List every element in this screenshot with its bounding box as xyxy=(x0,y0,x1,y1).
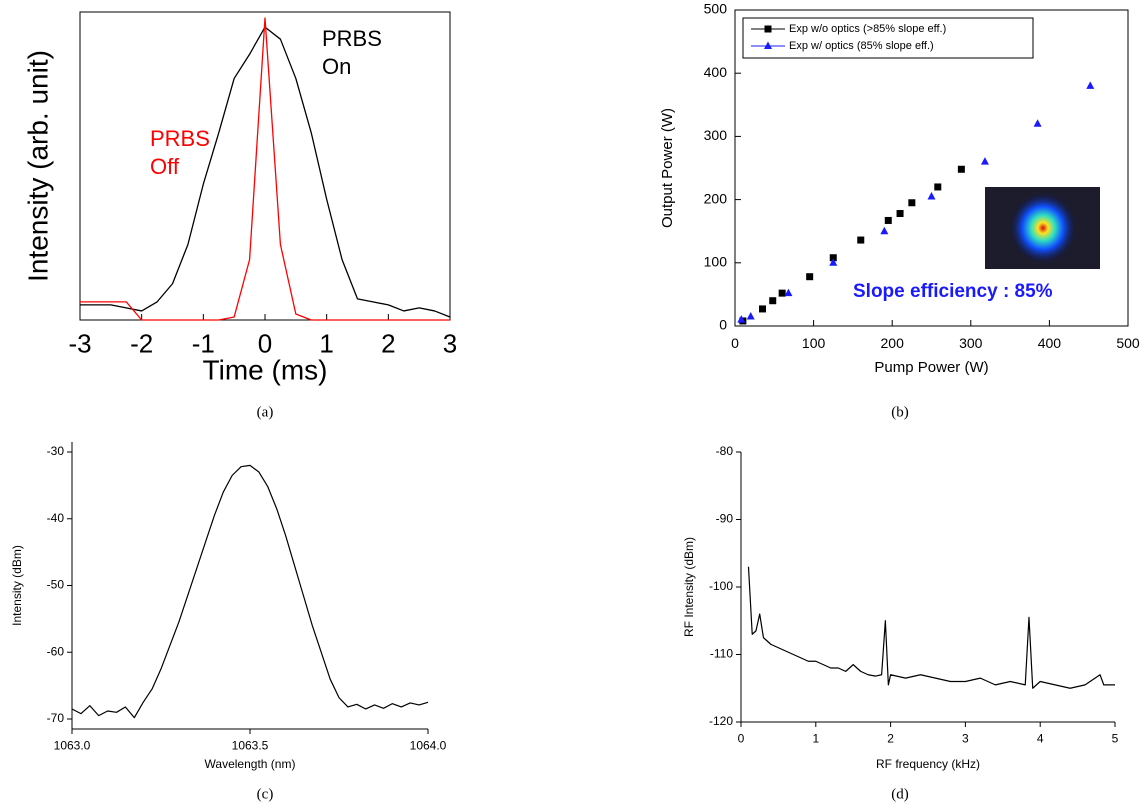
plot-frame xyxy=(734,9,1129,327)
y-axis-label: Output Power (W) xyxy=(659,108,676,228)
x-tick-label: 100 xyxy=(802,335,826,351)
x-axis-label: Wavelength (nm) xyxy=(205,757,296,771)
triangle-marker xyxy=(764,41,772,49)
square-marker xyxy=(896,210,904,218)
x-tick-label: -3 xyxy=(68,328,91,358)
x-tick-label: 0 xyxy=(731,335,739,351)
x-tick-label: -1 xyxy=(192,328,215,358)
caption: (d) xyxy=(891,786,909,802)
x-tick-label: 4 xyxy=(1037,731,1044,745)
caption: (a) xyxy=(257,404,274,420)
y-tick-label: -70 xyxy=(47,711,65,725)
y-tick-label: -60 xyxy=(47,644,65,658)
triangle-marker xyxy=(1086,81,1095,89)
x-tick-label: 0 xyxy=(738,731,745,745)
y-tick-label: -100 xyxy=(709,579,733,593)
caption: (b) xyxy=(891,404,909,420)
legend-label: Exp w/ optics (85% slope eff.) xyxy=(789,40,934,52)
data-line xyxy=(747,566,1115,689)
y-tick-label: -40 xyxy=(47,511,65,525)
x-tick-label: 5 xyxy=(1112,731,1119,745)
x-axis-label: Time (ms) xyxy=(203,354,328,385)
x-tick-label: 300 xyxy=(959,335,983,351)
square-marker xyxy=(884,216,892,224)
x-tick-label: 0 xyxy=(258,328,272,358)
square-marker xyxy=(857,236,865,244)
y-tick-label: -90 xyxy=(716,512,734,526)
y-tick-label: -80 xyxy=(716,444,734,458)
x-tick-label: 1063.5 xyxy=(232,738,269,752)
x-tick-label: 1 xyxy=(812,731,819,745)
x-axis-label: RF frequency (kHz) xyxy=(876,757,980,771)
square-marker xyxy=(769,297,777,305)
plot-frame xyxy=(79,11,451,321)
x-tick-label: 3 xyxy=(443,328,457,358)
x-tick-label: 2 xyxy=(381,328,395,358)
triangle-marker xyxy=(746,312,755,320)
triangle-marker xyxy=(784,288,793,297)
data-line xyxy=(80,26,451,318)
square-marker xyxy=(908,199,916,207)
triangle-marker xyxy=(980,157,989,165)
beam-spot xyxy=(1009,192,1077,264)
caption: (c) xyxy=(257,786,274,802)
x-tick-label: 400 xyxy=(1038,335,1062,351)
x-tick-label: 1063.0 xyxy=(54,738,91,752)
square-marker xyxy=(778,289,786,297)
square-marker xyxy=(957,165,965,173)
x-tick-label: 500 xyxy=(1116,335,1140,351)
x-tick-label: 1064.0 xyxy=(410,738,447,752)
y-axis-label: RF Intensity (dBm) xyxy=(682,537,696,637)
square-marker xyxy=(829,254,837,262)
data-line xyxy=(71,464,429,719)
y-tick-label: -110 xyxy=(710,647,733,661)
triangle-marker xyxy=(927,191,936,200)
y-tick-label: 500 xyxy=(704,1,728,17)
x-tick-label: 1 xyxy=(319,328,333,358)
x-tick-label: 200 xyxy=(881,335,905,351)
y-axis-label: Intensity (dBm) xyxy=(10,545,24,626)
y-tick-label: -120 xyxy=(709,714,733,728)
triangle-marker xyxy=(1033,119,1042,127)
y-tick-label: -30 xyxy=(47,444,65,458)
y-tick-label: 300 xyxy=(704,127,728,143)
triangle-marker xyxy=(880,226,889,235)
square-marker xyxy=(934,183,942,191)
square-marker xyxy=(764,25,772,33)
y-tick-label: 400 xyxy=(704,64,728,80)
x-tick-label: -2 xyxy=(130,328,153,358)
annotation: Slope efficiency : 85% xyxy=(853,281,1053,302)
y-tick-label: 100 xyxy=(704,254,728,270)
series-label: PRBS On xyxy=(322,26,382,79)
legend-label: Exp w/o optics (>85% slope eff.) xyxy=(789,23,946,35)
square-marker xyxy=(806,273,814,281)
x-tick-label: 3 xyxy=(962,731,969,745)
x-tick-label: 2 xyxy=(887,731,894,745)
y-axis-label: Intensity (arb. unit) xyxy=(22,50,53,282)
triangle-marker xyxy=(829,258,838,266)
series-label: PRBS Off xyxy=(150,126,210,179)
triangle-marker xyxy=(737,315,746,323)
x-axis-label: Pump Power (W) xyxy=(874,359,988,376)
legend-box xyxy=(742,17,1034,59)
square-marker xyxy=(759,305,767,313)
y-tick-label: 0 xyxy=(719,317,727,333)
y-tick-label: 200 xyxy=(704,190,728,206)
y-tick-label: -50 xyxy=(47,578,65,592)
data-line xyxy=(80,17,450,321)
